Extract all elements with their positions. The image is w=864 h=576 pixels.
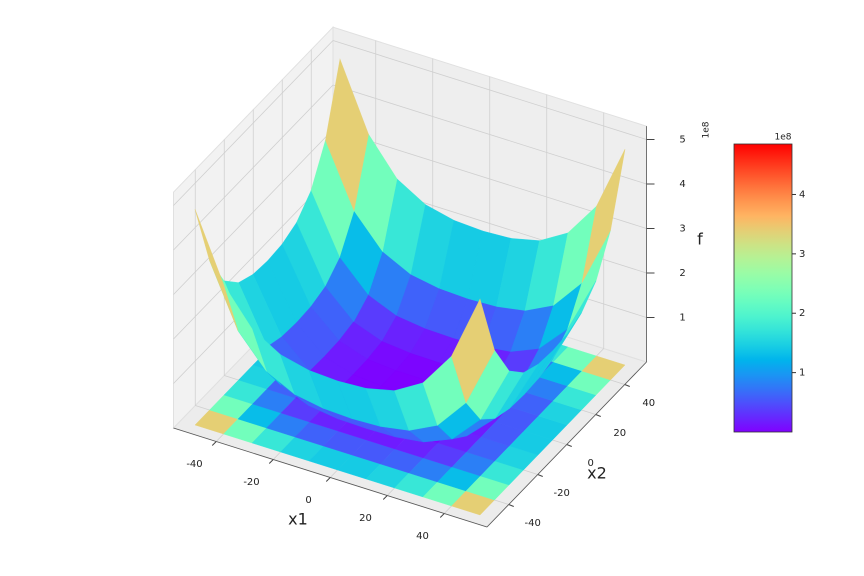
y-tick-label: 40	[642, 398, 655, 409]
colorbar-tick-label: 1	[799, 368, 805, 379]
grid-line	[173, 129, 334, 295]
y-tick-label: 20	[613, 428, 626, 439]
x-tick	[325, 477, 331, 482]
surface	[194, 58, 626, 443]
z-tick-label: 5	[679, 135, 685, 146]
surface-cell	[325, 58, 369, 212]
y-tick-label: -20	[554, 488, 570, 499]
x-axis-label: x1	[288, 510, 308, 529]
grid-line	[332, 40, 647, 140]
x-tick	[439, 513, 445, 518]
y-tick-label: 0	[588, 458, 594, 469]
colorbar-tick-label: 3	[799, 249, 805, 260]
z-tick-label: 4	[679, 179, 685, 190]
x-tick-label: 20	[359, 513, 372, 524]
x-tick	[382, 495, 388, 500]
y-tick	[566, 444, 572, 447]
y-tick	[624, 384, 630, 387]
z-offset-label: 1e8	[702, 121, 712, 138]
surface-cell	[451, 298, 495, 404]
x-tick	[268, 459, 274, 464]
axis-line	[486, 361, 647, 528]
y-tick	[508, 504, 514, 507]
y-tick-label: -40	[525, 518, 541, 529]
x-tick-label: 0	[305, 495, 311, 506]
grid-line	[173, 40, 334, 206]
y-axis-label: x2	[587, 464, 607, 483]
z-tick-label: 3	[679, 224, 685, 235]
colorbar-offset-label: 1e8	[775, 133, 792, 143]
x-tick-label: 40	[416, 531, 429, 542]
colorbar-tick-label: 2	[799, 308, 805, 319]
x-tick-label: -40	[186, 459, 202, 470]
surface-cell	[194, 209, 239, 331]
y-tick	[537, 474, 543, 477]
axis-line	[173, 427, 488, 528]
x-tick	[211, 441, 217, 446]
x-tick-label: -20	[243, 477, 259, 488]
colorbar-tick-label: 4	[799, 189, 805, 200]
z-axis-label: f	[697, 230, 703, 249]
grid-line	[332, 84, 647, 185]
y-tick	[595, 414, 601, 417]
contour-cell	[581, 355, 626, 381]
z-tick-label: 2	[679, 268, 685, 279]
colorbar	[733, 143, 793, 433]
z-tick-label: 1	[679, 313, 685, 324]
labels: x1 x2 f 1e8 1e8 -40 -20 0 20 40 -40 -20 0 20 40 1 2…	[186, 121, 805, 542]
surface-cell	[581, 149, 626, 283]
